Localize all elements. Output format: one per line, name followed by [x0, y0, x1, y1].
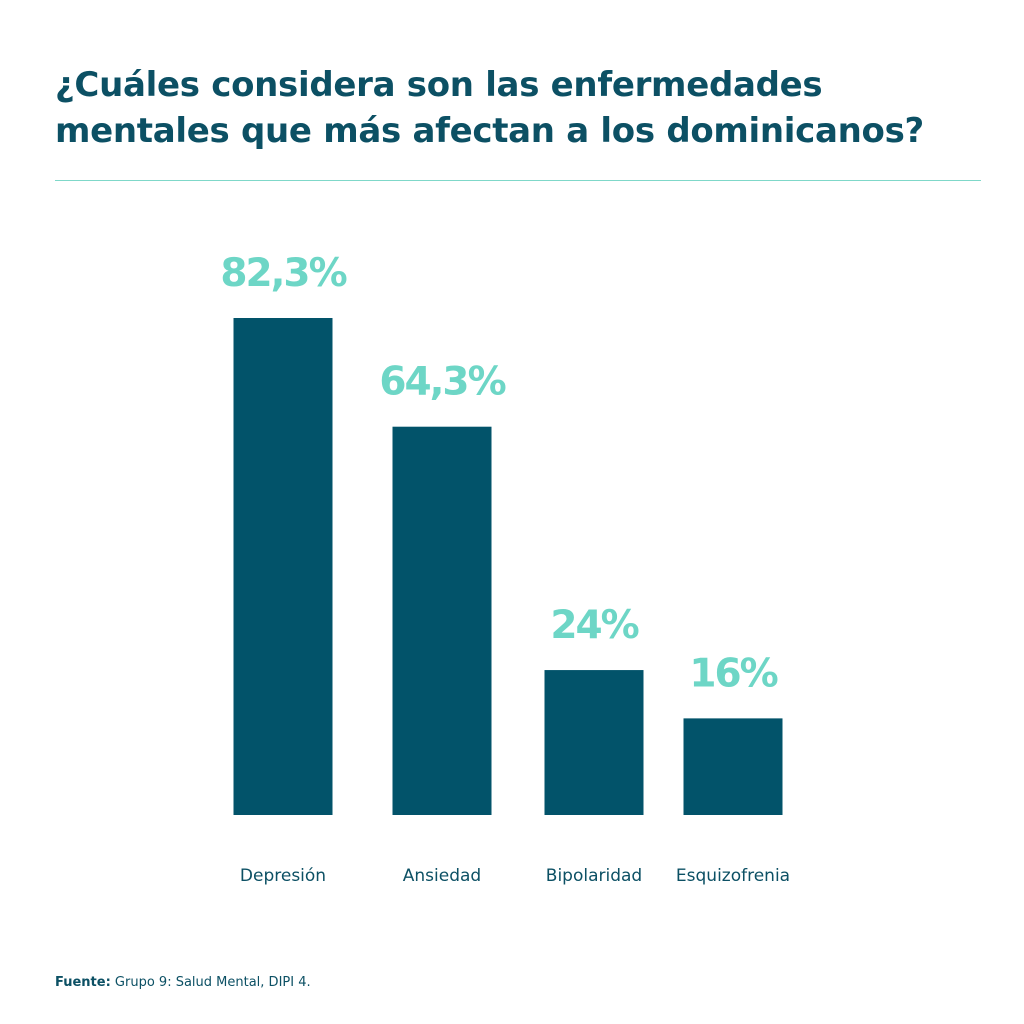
- source-text: Grupo 9: Salud Mental, DIPI 4.: [110, 975, 311, 990]
- category-label-bipolaridad: Bipolaridad: [546, 866, 642, 886]
- bar-ansiedad: [392, 426, 492, 815]
- value-label-depresion: 82,3%: [220, 251, 346, 296]
- title-divider: [55, 180, 981, 181]
- category-label-esquizofrenia: Esquizofrenia: [676, 866, 790, 886]
- value-label-esquizofrenia: 16%: [689, 651, 777, 696]
- source-note: Fuente: Grupo 9: Salud Mental, DIPI 4.: [55, 975, 311, 990]
- category-label-depresion: Depresión: [240, 866, 326, 886]
- bar-esquizofrenia: [683, 718, 783, 815]
- category-label-ansiedad: Ansiedad: [403, 866, 481, 886]
- source-label: Fuente:: [55, 975, 111, 990]
- value-label-ansiedad: 64,3%: [379, 360, 505, 405]
- value-label-bipolaridad: 24%: [550, 603, 638, 648]
- bar-depresion: [233, 318, 333, 815]
- chart-title: ¿Cuáles considera son las enfermedades m…: [55, 65, 924, 151]
- bar-bipolaridad: [544, 670, 644, 815]
